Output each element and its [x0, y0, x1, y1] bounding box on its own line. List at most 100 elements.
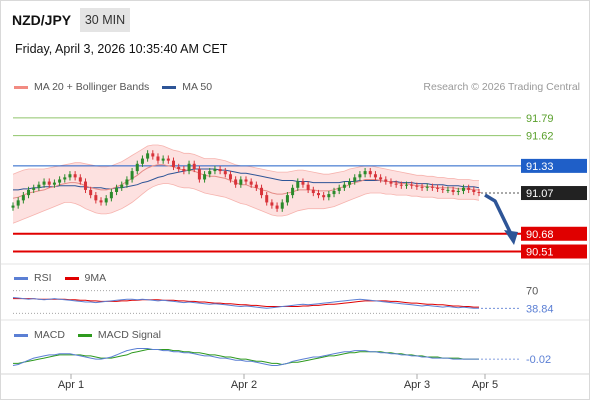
- candle-body: [254, 184, 258, 188]
- candle: [296, 178, 300, 191]
- candle: [244, 176, 248, 185]
- candle: [135, 160, 139, 175]
- candle-body: [73, 174, 77, 178]
- candle-body: [379, 177, 383, 180]
- candle: [16, 197, 20, 209]
- candle: [63, 174, 67, 183]
- candle: [166, 155, 170, 164]
- candle-body: [78, 177, 82, 182]
- price-level-support: 90.51: [13, 244, 587, 259]
- candle: [316, 189, 320, 199]
- candle: [301, 178, 305, 188]
- candle: [89, 186, 93, 199]
- candle: [363, 167, 367, 178]
- candle: [83, 178, 87, 194]
- level-value-label: 91.33: [526, 161, 554, 173]
- candle-body: [135, 163, 139, 172]
- candle: [37, 181, 41, 191]
- candle: [125, 176, 129, 188]
- candle-body: [332, 190, 336, 195]
- candle: [441, 185, 445, 194]
- candle: [430, 183, 434, 191]
- x-tick-label: Apr 5: [472, 379, 498, 391]
- candle-body: [27, 189, 31, 196]
- candle-body: [68, 174, 72, 178]
- candle-body: [109, 191, 113, 199]
- candle: [32, 184, 36, 194]
- x-tick-label: Apr 1: [58, 379, 84, 391]
- candle: [389, 178, 393, 187]
- candle-body: [146, 153, 150, 159]
- candle-body: [21, 195, 25, 201]
- candle-body: [280, 202, 284, 209]
- candle: [399, 181, 403, 189]
- candle-body: [420, 186, 424, 188]
- candle-body: [322, 195, 326, 198]
- level-value-label: 91.62: [526, 131, 554, 143]
- candle-body: [166, 158, 170, 161]
- candle-body: [203, 174, 207, 180]
- candle-body: [415, 185, 419, 187]
- candle: [239, 176, 243, 188]
- candle-body: [223, 171, 227, 175]
- candle: [348, 178, 352, 188]
- candle-body: [461, 187, 465, 191]
- candle: [161, 155, 165, 164]
- candle: [477, 188, 481, 197]
- rsi-line: [12, 297, 480, 309]
- candle-body: [291, 187, 295, 196]
- candle-body: [275, 205, 279, 209]
- candle-body: [472, 189, 476, 192]
- candle: [27, 186, 31, 199]
- candle: [47, 178, 51, 188]
- candle-body: [316, 193, 320, 196]
- macd-legend-swatch: [14, 333, 28, 337]
- level-value-label: 91.07: [526, 188, 554, 200]
- candle: [68, 171, 72, 181]
- candle: [218, 165, 222, 175]
- macd-line: [12, 348, 479, 366]
- candle-body: [477, 191, 481, 194]
- x-tick-label: Apr 3: [404, 379, 430, 391]
- 9ma-legend-swatch: [64, 276, 79, 280]
- candle-body: [239, 179, 243, 185]
- candle-body: [208, 171, 212, 175]
- candle: [285, 191, 289, 206]
- candle-body: [368, 171, 372, 175]
- timeframe-badge[interactable]: 30 MIN: [80, 8, 130, 32]
- candle: [332, 187, 336, 198]
- candle-body: [446, 189, 450, 191]
- level-tag: [521, 110, 587, 125]
- candle: [358, 171, 362, 181]
- candle: [177, 163, 181, 173]
- candle-body: [104, 198, 108, 203]
- main-legend: MA 20 + Bollinger Bands MA 50: [14, 81, 225, 93]
- forecast-arrow-head: [504, 230, 518, 246]
- candle: [42, 178, 46, 188]
- forecast-arrow-line: [484, 193, 513, 235]
- candle: [78, 174, 82, 185]
- candle: [353, 174, 357, 185]
- candle: [270, 199, 274, 209]
- level-tag: [521, 158, 587, 173]
- macd-value-label: -0.02: [526, 354, 551, 366]
- candle: [306, 181, 310, 194]
- candle-body: [187, 163, 191, 172]
- candle: [172, 157, 176, 171]
- candle-body: [192, 163, 196, 170]
- last-price-tag: [521, 186, 587, 201]
- candle-body: [151, 153, 155, 157]
- candle: [109, 188, 113, 202]
- candle: [73, 171, 77, 181]
- candle: [156, 153, 160, 164]
- candle: [451, 186, 455, 196]
- candle: [342, 181, 346, 191]
- candle-body: [451, 189, 455, 192]
- bollinger-lower-line: [12, 183, 480, 224]
- candle-body: [99, 200, 103, 203]
- candle-body: [244, 179, 248, 182]
- candle: [394, 180, 398, 188]
- level-tag: [521, 226, 587, 241]
- candle-body: [394, 183, 398, 185]
- symbol-title: NZD/JPY: [12, 12, 72, 28]
